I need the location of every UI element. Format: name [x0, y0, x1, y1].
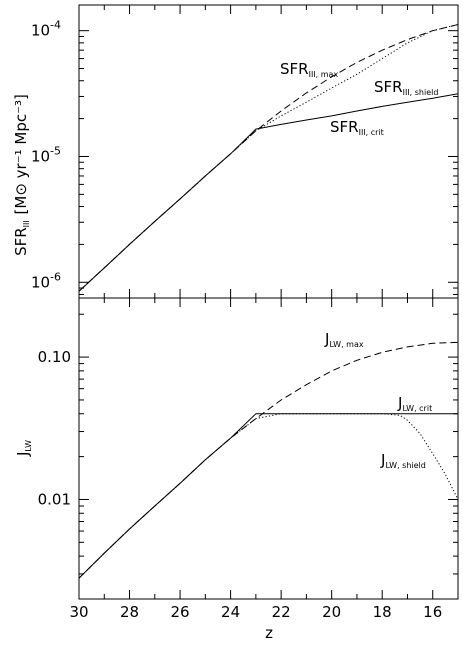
x-tick-label: 20	[322, 603, 341, 621]
sfr-annotation-max: SFRIII, max	[280, 60, 338, 79]
sfr-y-tick-exp: -5	[50, 144, 61, 157]
x-axis: 30 28 26 24 22 20 18 16	[69, 603, 442, 621]
sfr-y-tick-base: 10	[31, 22, 50, 40]
sfr-annotation-max-sub: III, max	[309, 70, 339, 79]
sfr-y-axis-label-main: SFR	[12, 227, 30, 256]
sfr-annotation-shield-main: SFR	[374, 78, 403, 96]
sfr-annotation-crit-sub: III, crit	[359, 128, 384, 137]
jlw-series-max-line	[78, 341, 459, 579]
sfr-annotation-shield: SFRIII, shield	[374, 78, 438, 97]
sfr-plot-frame	[78, 4, 459, 299]
x-tick-label: 30	[69, 603, 88, 621]
sfr-y-tick-label: 10-6	[31, 270, 61, 291]
x-tick-label: 16	[423, 603, 442, 621]
x-tick-label: 24	[221, 603, 240, 621]
jlw-annotation-shield-main: J	[380, 451, 385, 469]
x-tick-label: 26	[171, 603, 190, 621]
jlw-annotation-max-sub: LW, max	[329, 340, 363, 349]
jlw-annotation-crit-main: J	[397, 394, 402, 412]
sfr-annotation-crit: SFRIII, crit	[330, 118, 384, 137]
sfr-y-tick-exp: -4	[50, 19, 61, 32]
jlw-y-axis-label: JLW	[14, 440, 33, 457]
sfr-series-shield-line	[78, 24, 459, 292]
sfr-y-axis-label-rest: [M⊙ yr⁻¹ Mpc⁻³]	[12, 94, 30, 219]
jlw-annotation-max-main: J	[324, 330, 329, 348]
sfr-y-axis-label: SFRIII [M⊙ yr⁻¹ Mpc⁻³]	[12, 94, 31, 256]
sfr-annotation-crit-main: SFR	[330, 118, 359, 136]
sfr-annotation-shield-sub: III, shield	[403, 88, 439, 97]
jlw-y-tick-label: 0.01	[38, 490, 71, 508]
sfr-y-tick-exp: -6	[50, 270, 61, 283]
sfr-y-tick-label: 10-5	[31, 144, 61, 165]
x-tick-label: 18	[373, 603, 392, 621]
x-tick-label: 22	[272, 603, 291, 621]
sfr-y-tick-base: 10	[31, 147, 50, 165]
jlw-plot-frame	[78, 297, 459, 600]
jlw-y-axis-label-sub: LW	[24, 440, 33, 452]
jlw-annotation-shield: JLW, shield	[380, 451, 426, 470]
jlw-y-tick-label: 0.10	[38, 348, 71, 366]
jlw-annotation-max: JLW, max	[324, 330, 364, 349]
sfr-y-tick-base: 10	[31, 273, 50, 291]
jlw-annotation-crit: JLW, crit	[397, 394, 432, 413]
jlw-series-shield-line	[78, 413, 459, 579]
x-tick-label: 28	[120, 603, 139, 621]
jlw-annotation-crit-sub: LW, crit	[402, 404, 432, 413]
sfr-y-tick-label: 10-4	[31, 19, 61, 40]
sfr-y-axis-label-sub: III	[22, 220, 31, 227]
jlw-annotation-shield-sub: LW, shield	[385, 461, 425, 470]
jlw-y-axis-label-main: J	[14, 452, 32, 457]
sfr-series-max-line	[78, 24, 459, 292]
sfr-series-crit-line	[78, 93, 459, 292]
sfr-annotation-max-main: SFR	[280, 60, 309, 78]
jlw-series-crit-line	[78, 413, 458, 579]
x-axis-label: z	[265, 624, 273, 642]
